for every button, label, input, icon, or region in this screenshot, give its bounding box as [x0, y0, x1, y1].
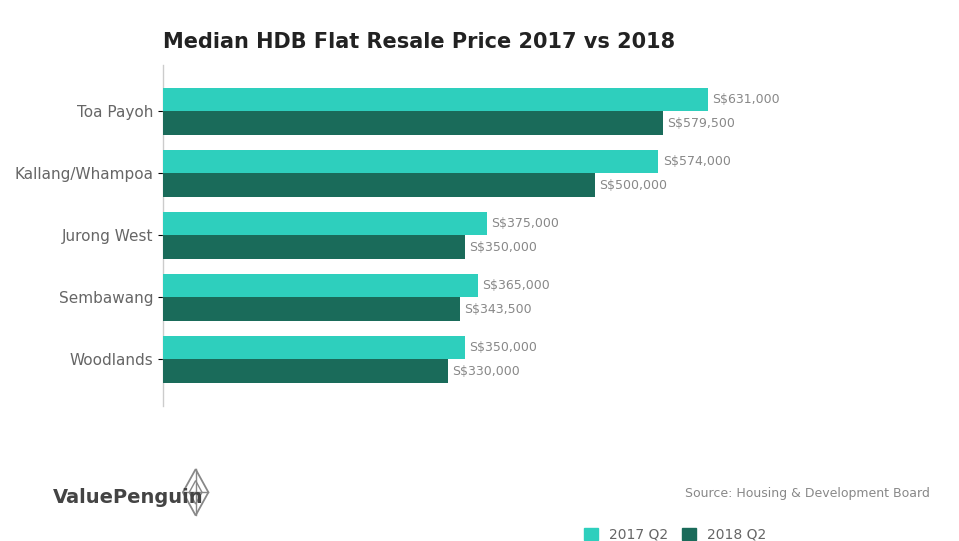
Bar [163, 274, 479, 298]
Text: ValuePenguin: ValuePenguin [53, 488, 203, 507]
Text: S$343,500: S$343,500 [464, 302, 531, 315]
Text: S$500,000: S$500,000 [598, 179, 667, 192]
Bar [163, 88, 708, 111]
Bar [163, 359, 448, 383]
Bar [163, 173, 595, 197]
Legend: 2017 Q2, 2018 Q2: 2017 Q2, 2018 Q2 [584, 528, 766, 541]
Bar [163, 212, 487, 235]
Text: S$375,000: S$375,000 [491, 217, 559, 230]
Text: Source: Housing & Development Board: Source: Housing & Development Board [686, 487, 930, 500]
Text: S$631,000: S$631,000 [712, 93, 780, 106]
Text: S$350,000: S$350,000 [470, 341, 537, 354]
Text: S$350,000: S$350,000 [470, 241, 537, 254]
Text: S$365,000: S$365,000 [482, 279, 550, 292]
Text: S$574,000: S$574,000 [663, 155, 731, 168]
Bar [163, 298, 459, 321]
Bar [163, 150, 659, 173]
Bar [163, 336, 465, 359]
Text: S$330,000: S$330,000 [453, 365, 520, 378]
Bar [163, 235, 465, 259]
Text: Median HDB Flat Resale Price 2017 vs 2018: Median HDB Flat Resale Price 2017 vs 201… [163, 32, 675, 52]
Bar [163, 111, 664, 135]
Text: S$579,500: S$579,500 [667, 117, 736, 130]
